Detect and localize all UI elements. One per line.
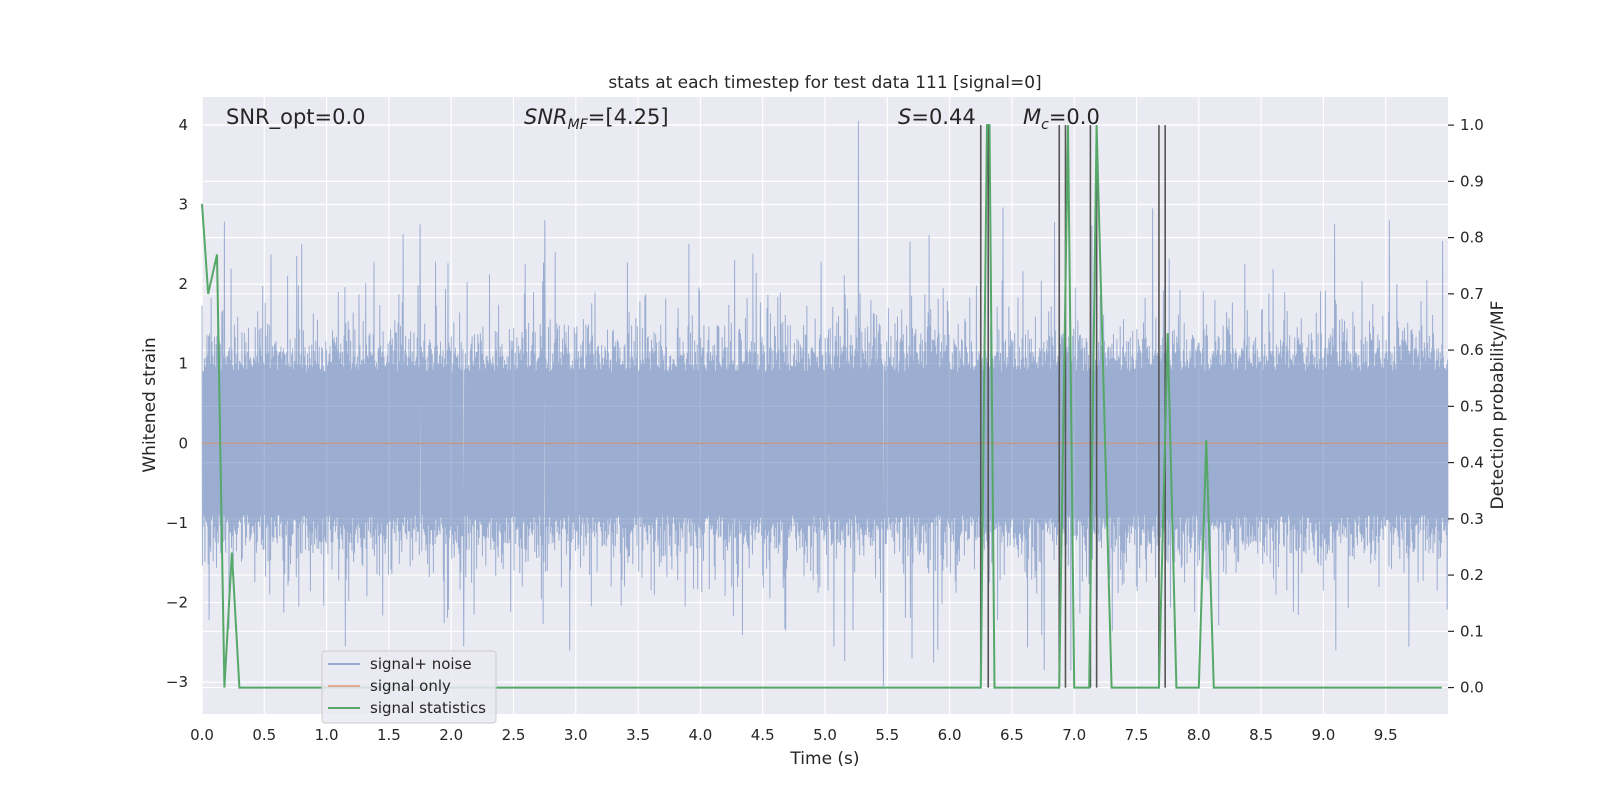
y-right-tick-label: 0.4 — [1460, 454, 1484, 472]
x-axis-ticks: 0.0 0.5 1.0 1.5 2.0 2.5 3.0 3.5 4.0 4.5 5.0 5.5 6.0 6… — [190, 726, 1398, 744]
x-tick-label: 1.0 — [315, 726, 339, 744]
y-right-tick-label: 0.6 — [1460, 341, 1484, 359]
y-right-tick-label: 0.8 — [1460, 229, 1484, 247]
legend-label-signal-statistics: signal statistics — [370, 699, 486, 717]
y-axis-label: Whitened strain — [140, 337, 160, 472]
annotation-s-symbol: S — [898, 105, 911, 129]
y-tick-label: 0 — [178, 434, 188, 452]
annotation-snr-mf-symbol: SNR — [524, 105, 568, 129]
signal-noise-line — [201, 120, 1449, 687]
y-tick-label: −1 — [166, 514, 188, 532]
x-tick-label: 7.0 — [1062, 726, 1086, 744]
x-tick-label: 7.5 — [1125, 726, 1149, 744]
y-right-tick-label: 0.1 — [1460, 622, 1484, 640]
x-tick-label: 5.0 — [813, 726, 837, 744]
chart-title: stats at each timestep for test data 111… — [608, 73, 1041, 93]
signal-statistics-line — [201, 124, 1442, 689]
y-axis-ticks-right: 1.0 0.9 0.8 0.7 0.6 0.5 0.4 0.3 0.2 0.1 0.0 — [1448, 116, 1484, 697]
x-tick-label: 9.5 — [1374, 726, 1398, 744]
x-tick-label: 4.0 — [688, 726, 712, 744]
detection-vlines — [979, 125, 1166, 688]
y-tick-label: −3 — [166, 673, 188, 691]
x-tick-label: 4.5 — [751, 726, 775, 744]
x-tick-label: 1.5 — [377, 726, 401, 744]
y-right-tick-label: 1.0 — [1460, 116, 1484, 134]
annotation-mc: Mc=0.0 — [1023, 105, 1100, 133]
x-tick-label: 6.0 — [938, 726, 962, 744]
x-tick-label: 8.0 — [1187, 726, 1211, 744]
annotation-snr-mf-value: =[4.25] — [588, 105, 669, 129]
annotation-snr-opt: SNR_opt=0.0 — [226, 105, 366, 130]
y-tick-label: 4 — [178, 116, 188, 134]
annotation-snr-mf-subscript: MF — [568, 117, 589, 133]
y-tick-label: −2 — [166, 594, 188, 612]
x-tick-label: 2.5 — [502, 726, 526, 744]
annotation-s: S=0.44 — [898, 105, 976, 129]
y-right-tick-label: 0.2 — [1460, 566, 1484, 584]
annotation-mc-subscript: c — [1041, 117, 1049, 133]
y-axis-ticks-left: 4 3 2 1 0 −1 −2 −3 — [166, 116, 188, 691]
x-tick-label: 2.0 — [439, 726, 463, 744]
x-tick-label: 3.0 — [564, 726, 588, 744]
x-tick-label: 9.0 — [1311, 726, 1335, 744]
y-axis-label-right: Detection probability/MF — [1488, 301, 1508, 510]
x-tick-label: 5.5 — [875, 726, 899, 744]
y-tick-label: 1 — [178, 355, 188, 373]
annotation-s-value: =0.44 — [911, 105, 975, 129]
y-tick-label: 2 — [178, 275, 188, 293]
signal-statistics-series — [201, 124, 1442, 689]
y-tick-label: 3 — [178, 195, 188, 213]
annotation-mc-value: =0.0 — [1049, 105, 1100, 129]
y-right-tick-label: 0.5 — [1460, 397, 1484, 415]
legend-label-signal-only: signal only — [370, 677, 451, 695]
x-tick-label: 8.5 — [1249, 726, 1273, 744]
annotation-mc-symbol: M — [1023, 105, 1041, 129]
legend: signal+ noise signal only signal statist… — [321, 650, 497, 724]
x-tick-label: 6.5 — [1000, 726, 1024, 744]
y-right-tick-label: 0.0 — [1460, 679, 1484, 697]
y-right-tick-label: 0.7 — [1460, 285, 1484, 303]
x-tick-label: 0.5 — [252, 726, 276, 744]
legend-label-signal-noise: signal+ noise — [370, 655, 472, 673]
x-tick-label: 0.0 — [190, 726, 214, 744]
y-right-tick-label: 0.3 — [1460, 510, 1484, 528]
legend-box — [321, 650, 497, 724]
y-right-tick-label: 0.9 — [1460, 172, 1484, 190]
signal-noise-series — [201, 120, 1449, 687]
annotation-snr-mf: SNRMF=[4.25] — [524, 105, 669, 133]
x-axis-label: Time (s) — [789, 749, 859, 769]
x-tick-label: 3.5 — [626, 726, 650, 744]
